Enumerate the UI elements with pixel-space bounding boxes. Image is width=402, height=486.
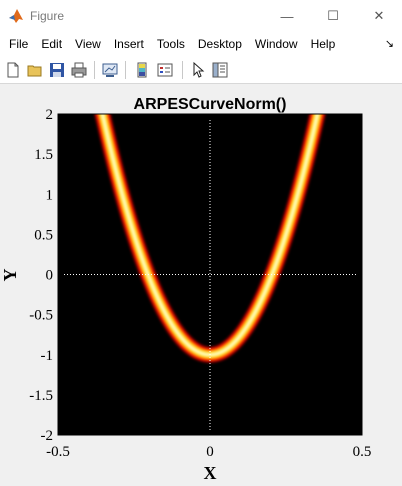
y-axis-label: Y [0,269,20,282]
maximize-icon: ☐ [327,8,339,23]
maximize-button[interactable]: ☐ [310,0,356,32]
menu-view[interactable]: View [75,37,101,51]
pointer-icon[interactable] [189,61,207,79]
menu-desktop[interactable]: Desktop [197,37,242,51]
minimize-icon: — [280,8,294,24]
property-editor-icon[interactable] [211,61,229,79]
toolbar-separator [94,61,95,79]
menu-bar: File Edit View Insert Tools Desktop Wind… [0,32,402,56]
y-axis: -2 -1.5 -1 -0.5 0 0.5 1 1.5 2 [29,107,362,444]
y-tick-label: 0 [46,268,54,284]
menu-edit[interactable]: Edit [41,37,63,51]
x-tick-label: 0.5 [353,444,372,460]
y-tick-label: -2 [41,428,54,444]
open-file-icon[interactable] [26,61,44,79]
menu-window[interactable]: Window [254,37,298,51]
y-tick-label: 0.5 [34,227,53,243]
colorbar-icon[interactable] [133,61,151,79]
figure-canvas: ARPESCurveNorm() -0.5 0 0.5 -2 -1.5 -1 -0.5 0 0… [0,85,402,486]
x-axis-label: X [204,463,217,483]
window-title: Figure [30,9,65,23]
save-icon[interactable] [48,61,66,79]
close-icon: ✕ [373,8,385,23]
menu-help[interactable]: Help [310,37,336,51]
y-tick-label: 2 [46,107,54,123]
toolbar-separator [182,61,183,79]
chart-title: ARPESCurveNorm() [134,96,287,113]
y-tick-label: 1.5 [34,147,53,163]
x-tick-label: -0.5 [46,444,70,460]
chart-plot[interactable]: ARPESCurveNorm() -0.5 0 0.5 -2 -1.5 -1 -0.5 0 0… [0,85,402,486]
x-tick-label: 0 [206,444,214,460]
menu-insert[interactable]: Insert [113,37,144,51]
figure-toolbar [0,56,402,84]
legend-icon[interactable] [156,61,174,79]
menu-file[interactable]: File [9,37,29,51]
y-tick-label: 1 [46,187,54,203]
close-button[interactable]: ✕ [356,0,402,32]
new-figure-icon[interactable] [4,61,22,79]
y-tick-label: -1 [41,348,54,364]
toolbar-separator [125,61,126,79]
menu-tools[interactable]: Tools [156,37,185,51]
link-plot-icon[interactable] [101,61,119,79]
window-titlebar: Figure — ☐ ✕ [0,0,402,32]
y-tick-label: -0.5 [29,308,53,324]
reference-lines [58,114,362,435]
menu-overflow-icon[interactable]: ↘ [384,38,394,50]
print-icon[interactable] [70,61,88,79]
y-tick-label: -1.5 [29,388,53,404]
minimize-button[interactable]: — [264,0,310,32]
matlab-logo-icon [9,9,23,23]
x-axis: -0.5 0 0.5 [46,114,371,460]
